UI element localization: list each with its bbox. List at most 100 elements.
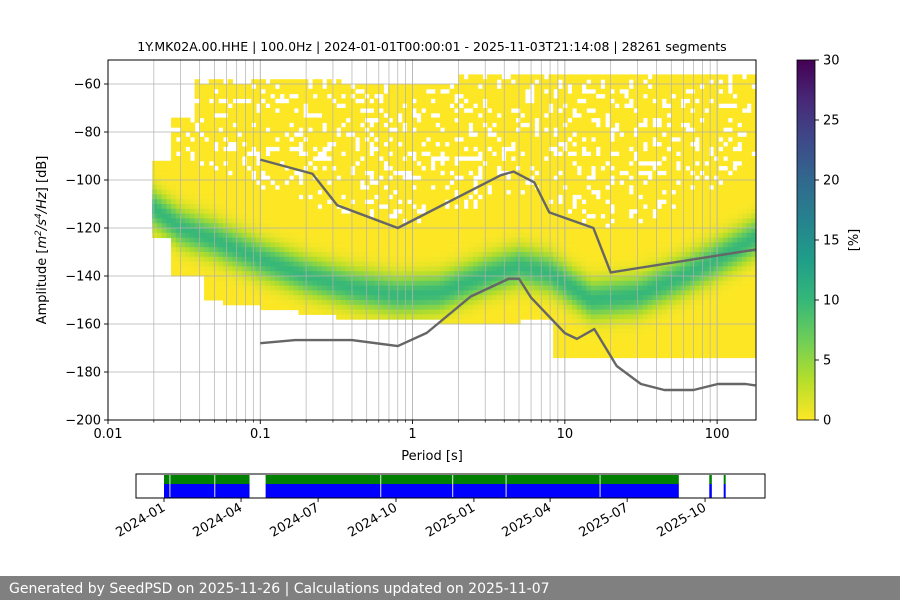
- heatmap-cell: [477, 74, 483, 80]
- heatmap-cell: [510, 319, 517, 325]
- heatmap-cell: [355, 112, 361, 119]
- heatmap-cell: [321, 108, 328, 114]
- heatmap-cell: [237, 127, 243, 133]
- heatmap-cell: [298, 204, 304, 210]
- heatmap-cell: [567, 271, 573, 277]
- heatmap-cell: [586, 300, 592, 306]
- heatmap-cell: [671, 184, 677, 191]
- heatmap-cell: [359, 285, 366, 291]
- heatmap-cell: [505, 151, 512, 157]
- heatmap-cell: [487, 165, 493, 171]
- heatmap-cell: [378, 280, 384, 287]
- heatmap-cell: [307, 141, 314, 147]
- heatmap-cell: [510, 194, 517, 200]
- heatmap-cell: [543, 237, 550, 243]
- heatmap-cell: [288, 151, 295, 157]
- heatmap-cell: [326, 276, 333, 282]
- heatmap-cell: [491, 228, 498, 234]
- heatmap-cell: [567, 324, 573, 330]
- heatmap-cell: [378, 184, 384, 191]
- heatmap-cell: [671, 103, 677, 109]
- heatmap-cell: [505, 309, 512, 315]
- heatmap-cell: [406, 280, 413, 287]
- heatmap-cell: [510, 165, 517, 171]
- heatmap-cell: [336, 184, 342, 191]
- heatmap-cell: [156, 194, 163, 200]
- heatmap-cell: [656, 189, 663, 195]
- heatmap-cell: [515, 141, 521, 147]
- heatmap-cell: [491, 136, 498, 143]
- heatmap-cell: [633, 189, 639, 195]
- heatmap-cell: [241, 247, 248, 253]
- heatmap-cell: [642, 151, 649, 157]
- heatmap-cell: [317, 300, 323, 306]
- heatmap-cell: [208, 228, 215, 234]
- heatmap-cell: [557, 285, 564, 291]
- heatmap-cell: [340, 218, 347, 224]
- heatmap-cell: [425, 184, 432, 191]
- heatmap-cell: [619, 84, 625, 90]
- heatmap-cell: [623, 223, 630, 229]
- heatmap-cell: [628, 108, 634, 114]
- heatmap-cell: [237, 175, 243, 181]
- heatmap-cell: [529, 136, 535, 143]
- heatmap-cell: [307, 266, 314, 272]
- heatmap-cell: [586, 218, 592, 224]
- heatmap-cell: [661, 280, 667, 287]
- heatmap-cell: [345, 175, 351, 181]
- heatmap-cell: [510, 170, 517, 176]
- heatmap-cell: [293, 103, 300, 109]
- heatmap-cell: [581, 300, 587, 306]
- heatmap-cell: [496, 151, 502, 157]
- heatmap-cell: [369, 304, 375, 311]
- heatmap-cell: [666, 213, 672, 219]
- heatmap-cell: [600, 108, 606, 114]
- heatmap-cell: [369, 256, 375, 263]
- heatmap-cell: [468, 136, 474, 143]
- heatmap-cell: [595, 204, 601, 210]
- heatmap-cell: [642, 324, 649, 330]
- heatmap-cell: [458, 199, 465, 205]
- heatmap-cell: [652, 314, 658, 320]
- heatmap-cell: [326, 108, 333, 114]
- heatmap-cell: [208, 127, 215, 133]
- heatmap-cell: [270, 285, 276, 291]
- heatmap-cell: [647, 127, 653, 133]
- heatmap-cell: [472, 300, 479, 306]
- heatmap-cell: [671, 74, 677, 80]
- heatmap-cell: [439, 112, 446, 119]
- heatmap-cell: [237, 271, 243, 277]
- heatmap-cell: [331, 146, 337, 152]
- heatmap-cell: [213, 117, 219, 123]
- heatmap-cell: [425, 228, 432, 234]
- heatmap-cell: [270, 132, 276, 138]
- heatmap-cell: [666, 352, 672, 359]
- heatmap-cell: [463, 170, 469, 176]
- heatmap-cell: [392, 218, 399, 224]
- heatmap-cell: [317, 84, 323, 90]
- heatmap-cell: [472, 88, 479, 95]
- heatmap-cell: [671, 271, 677, 277]
- heatmap-cell: [208, 184, 215, 191]
- heatmap-cell: [623, 333, 630, 339]
- heatmap-cell: [425, 117, 432, 123]
- heatmap-cell: [567, 93, 573, 99]
- heatmap-cell: [369, 156, 375, 162]
- heatmap-cell: [388, 132, 394, 138]
- heatmap-cell: [458, 112, 465, 119]
- heatmap-cell: [524, 228, 531, 234]
- heatmap-cell: [274, 300, 281, 306]
- heatmap-cell: [406, 276, 413, 282]
- heatmap-cell: [557, 122, 564, 128]
- heatmap-cell: [439, 189, 446, 195]
- heatmap-cell: [270, 247, 276, 253]
- heatmap-cell: [595, 309, 601, 315]
- heatmap-cell: [567, 132, 573, 138]
- heatmap-cell: [505, 242, 512, 248]
- heatmap-cell: [576, 189, 583, 195]
- heatmap-cell: [274, 189, 281, 195]
- heatmap-cell: [590, 266, 597, 272]
- heatmap-cell: [288, 127, 295, 133]
- heatmap-cell: [609, 93, 616, 99]
- heatmap-cell: [623, 194, 630, 200]
